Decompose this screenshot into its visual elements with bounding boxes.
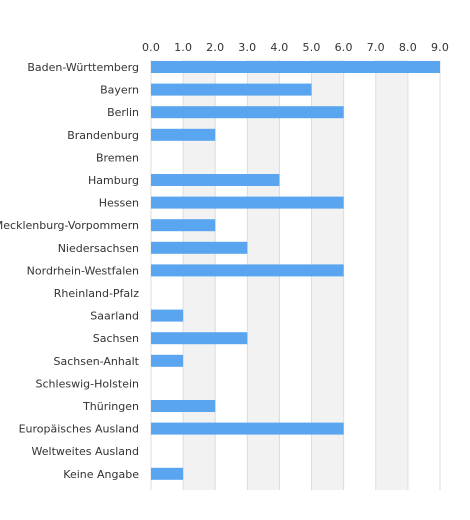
x-tick-label: 7.0 bbox=[367, 41, 385, 54]
category-label: Weltweites Ausland bbox=[32, 445, 139, 458]
category-label: Brandenburg bbox=[67, 129, 139, 142]
bar bbox=[151, 354, 184, 367]
category-label: Nordrhein-Westfalen bbox=[27, 264, 139, 277]
category-label: Baden-Württemberg bbox=[27, 61, 139, 74]
x-tick-label: 2.0 bbox=[206, 41, 224, 54]
x-tick-label: 1.0 bbox=[174, 41, 192, 54]
bar bbox=[151, 264, 344, 277]
bar bbox=[151, 106, 344, 119]
x-tick-label: 9.0 bbox=[431, 41, 449, 54]
category-label: Sachsen-Anhalt bbox=[53, 355, 139, 368]
bar bbox=[151, 241, 248, 254]
x-axis-ticks: 0.0 1.0 2.0 3.0 4.0 5.0 6.0 7.0 8.0 9.0 bbox=[142, 41, 449, 54]
category-label: Sachsen bbox=[93, 332, 139, 345]
bar-series bbox=[151, 61, 440, 480]
category-label: Saarland bbox=[90, 310, 139, 323]
x-tick-label: 8.0 bbox=[399, 41, 417, 54]
category-label: Europäisches Ausland bbox=[19, 423, 139, 436]
category-label: Keine Angabe bbox=[63, 468, 139, 481]
bar bbox=[151, 422, 344, 435]
bar bbox=[151, 83, 312, 96]
category-label: Mecklenburg-Vorpommern bbox=[0, 219, 139, 232]
category-labels: Baden-Württemberg Bayern Berlin Brandenburg… bbox=[0, 61, 140, 481]
x-tick-label: 6.0 bbox=[335, 41, 353, 54]
x-tick-label: 4.0 bbox=[270, 41, 288, 54]
category-label: Rheinland-Pfalz bbox=[54, 287, 139, 300]
bar bbox=[151, 400, 216, 412]
bar bbox=[151, 128, 216, 141]
bar bbox=[151, 61, 440, 73]
category-label: Schleswig-Holstein bbox=[36, 377, 139, 390]
grid-band bbox=[375, 60, 408, 490]
x-tick-label: 5.0 bbox=[303, 41, 321, 54]
bar bbox=[151, 309, 184, 322]
bar bbox=[151, 467, 184, 480]
bar bbox=[151, 196, 344, 209]
category-label: Hamburg bbox=[88, 174, 139, 187]
bar bbox=[151, 174, 280, 186]
x-tick-label: 0.0 bbox=[142, 41, 160, 54]
x-tick-label: 3.0 bbox=[238, 41, 256, 54]
category-label: Hessen bbox=[99, 197, 139, 210]
bar bbox=[151, 332, 248, 345]
category-label: Bayern bbox=[100, 84, 139, 97]
category-label: Berlin bbox=[107, 106, 139, 119]
category-label: Thüringen bbox=[82, 400, 139, 413]
bar bbox=[151, 219, 216, 232]
category-label: Bremen bbox=[96, 151, 139, 164]
category-label: Niedersachsen bbox=[58, 242, 139, 255]
